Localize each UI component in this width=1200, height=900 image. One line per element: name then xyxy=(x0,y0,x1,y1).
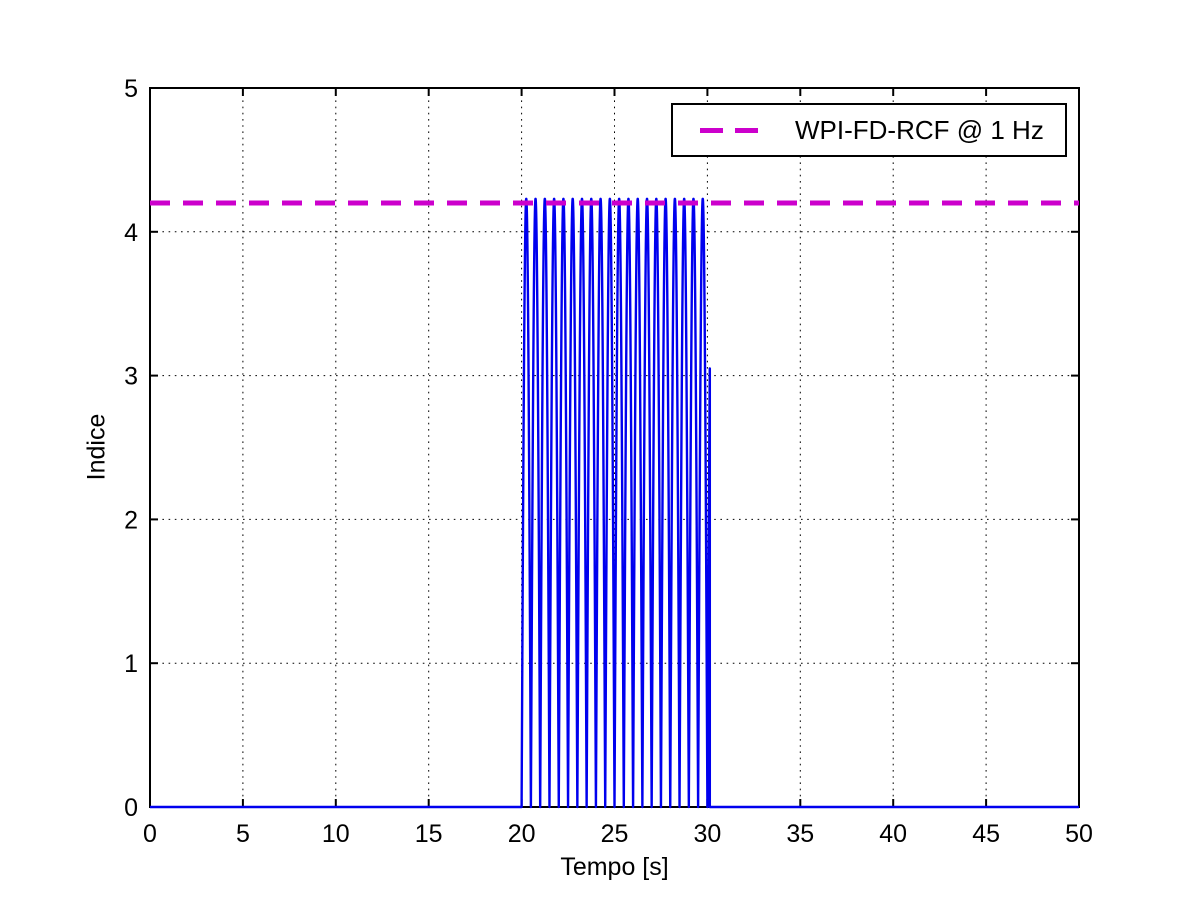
signal-line xyxy=(150,197,1079,809)
legend-dashed-line-icon xyxy=(700,127,758,133)
y-tick-label: 3 xyxy=(124,363,138,391)
legend-dash-segment xyxy=(735,127,758,133)
x-tick-label: 40 xyxy=(879,820,907,848)
y-tick-label: 1 xyxy=(124,650,138,678)
x-tick-label: 50 xyxy=(1065,820,1093,848)
x-tick-label: 30 xyxy=(693,820,721,848)
y-tick-label: 2 xyxy=(124,506,138,534)
y-tick-label: 0 xyxy=(124,794,138,822)
legend-label: WPI-FD-RCF @ 1 Hz xyxy=(795,114,1044,145)
y-axis-label: Indice xyxy=(82,413,111,481)
x-axis-label: Tempo [s] xyxy=(560,853,669,881)
x-tick-label: 5 xyxy=(236,820,250,848)
x-tick-label: 10 xyxy=(322,820,350,848)
x-tick-label: 25 xyxy=(601,820,629,848)
x-tick-label: 20 xyxy=(508,820,536,848)
y-tick-label: 4 xyxy=(124,219,138,247)
x-tick-label: 15 xyxy=(415,820,443,848)
y-tick-label: 5 xyxy=(124,75,138,103)
x-tick-label: 45 xyxy=(972,820,1000,848)
x-tick-label: 35 xyxy=(786,820,814,848)
legend-dash-segment xyxy=(700,127,723,133)
legend: WPI-FD-RCF @ 1 Hz xyxy=(671,103,1067,157)
x-tick-label: 0 xyxy=(143,820,157,848)
